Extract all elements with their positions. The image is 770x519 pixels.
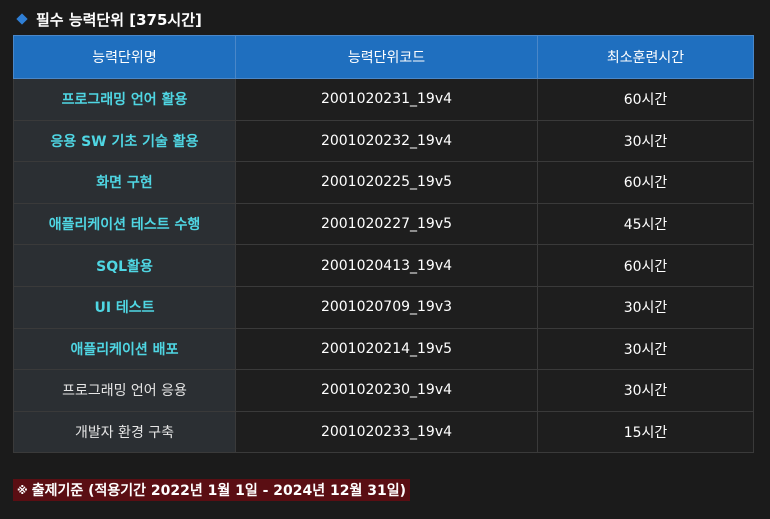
unit-hours: 30시간 xyxy=(537,285,754,329)
unit-name-link[interactable]: UI 테스트 xyxy=(13,285,236,329)
unit-name-link[interactable]: 애플리케이션 배포 xyxy=(13,327,236,371)
unit-name-link[interactable]: 응용 SW 기초 기술 활용 xyxy=(13,119,236,163)
table-row: 프로그래밍 언어 활용 2001020231_19v4 60시간 xyxy=(13,78,754,121)
unit-code: 2001020413_19v4 xyxy=(235,244,538,287)
unit-code: 2001020230_19v4 xyxy=(235,369,538,412)
unit-hours: 30시간 xyxy=(537,369,754,412)
table-row: 응용 SW 기초 기술 활용 2001020232_19v4 30시간 xyxy=(13,119,754,163)
competency-table: 능력단위명 능력단위코드 최소훈련시간 프로그래밍 언어 활용 20010202… xyxy=(13,35,754,454)
table-row: 애플리케이션 테스트 수행 2001020227_19v5 45시간 xyxy=(13,202,754,246)
unit-code: 2001020225_19v5 xyxy=(235,161,538,204)
exam-criteria-text: 출제기준 (적용기간 2022년 1월 1일 - 2024년 12월 31일) xyxy=(31,483,406,499)
reference-mark: ※ xyxy=(17,483,28,497)
table-row: SQL활용 2001020413_19v4 60시간 xyxy=(13,244,754,287)
header-min-hours: 최소훈련시간 xyxy=(537,35,754,79)
unit-code: 2001020232_19v4 xyxy=(235,119,538,163)
unit-name: 프로그래밍 언어 응용 xyxy=(13,369,236,412)
unit-hours: 15시간 xyxy=(537,410,754,454)
table-row: 개발자 환경 구축 2001020233_19v4 15시간 xyxy=(13,410,754,454)
unit-hours: 45시간 xyxy=(537,202,754,246)
unit-hours: 30시간 xyxy=(537,119,754,163)
table-row: 화면 구현 2001020225_19v5 60시간 xyxy=(13,161,754,204)
table-row: 애플리케이션 배포 2001020214_19v5 30시간 xyxy=(13,327,754,371)
unit-name-link[interactable]: 프로그래밍 언어 활용 xyxy=(13,78,236,121)
unit-name-link[interactable]: SQL활용 xyxy=(13,244,236,287)
unit-name-link[interactable]: 애플리케이션 테스트 수행 xyxy=(13,202,236,246)
unit-hours: 60시간 xyxy=(537,161,754,204)
unit-code: 2001020214_19v5 xyxy=(235,327,538,371)
table-header-row: 능력단위명 능력단위코드 최소훈련시간 xyxy=(13,35,754,79)
diamond-icon xyxy=(16,13,28,25)
unit-code: 2001020227_19v5 xyxy=(235,202,538,246)
section-title: 필수 능력단위 [375시간] xyxy=(14,8,202,30)
unit-hours: 60시간 xyxy=(537,244,754,287)
unit-name: 개발자 환경 구축 xyxy=(13,410,236,454)
unit-hours: 30시간 xyxy=(537,327,754,371)
unit-hours: 60시간 xyxy=(537,78,754,121)
section-title-text: 필수 능력단위 [375시간] xyxy=(36,10,202,29)
unit-code: 2001020233_19v4 xyxy=(235,410,538,454)
exam-criteria-notice: ※ 출제기준 (적용기간 2022년 1월 1일 - 2024년 12월 31일… xyxy=(13,479,410,501)
unit-name-link[interactable]: 화면 구현 xyxy=(13,161,236,204)
header-unit-code: 능력단위코드 xyxy=(235,35,538,79)
header-unit-name: 능력단위명 xyxy=(13,35,236,79)
unit-code: 2001020709_19v3 xyxy=(235,285,538,329)
table-row: 프로그래밍 언어 응용 2001020230_19v4 30시간 xyxy=(13,369,754,412)
unit-code: 2001020231_19v4 xyxy=(235,78,538,121)
table-row: UI 테스트 2001020709_19v3 30시간 xyxy=(13,285,754,329)
